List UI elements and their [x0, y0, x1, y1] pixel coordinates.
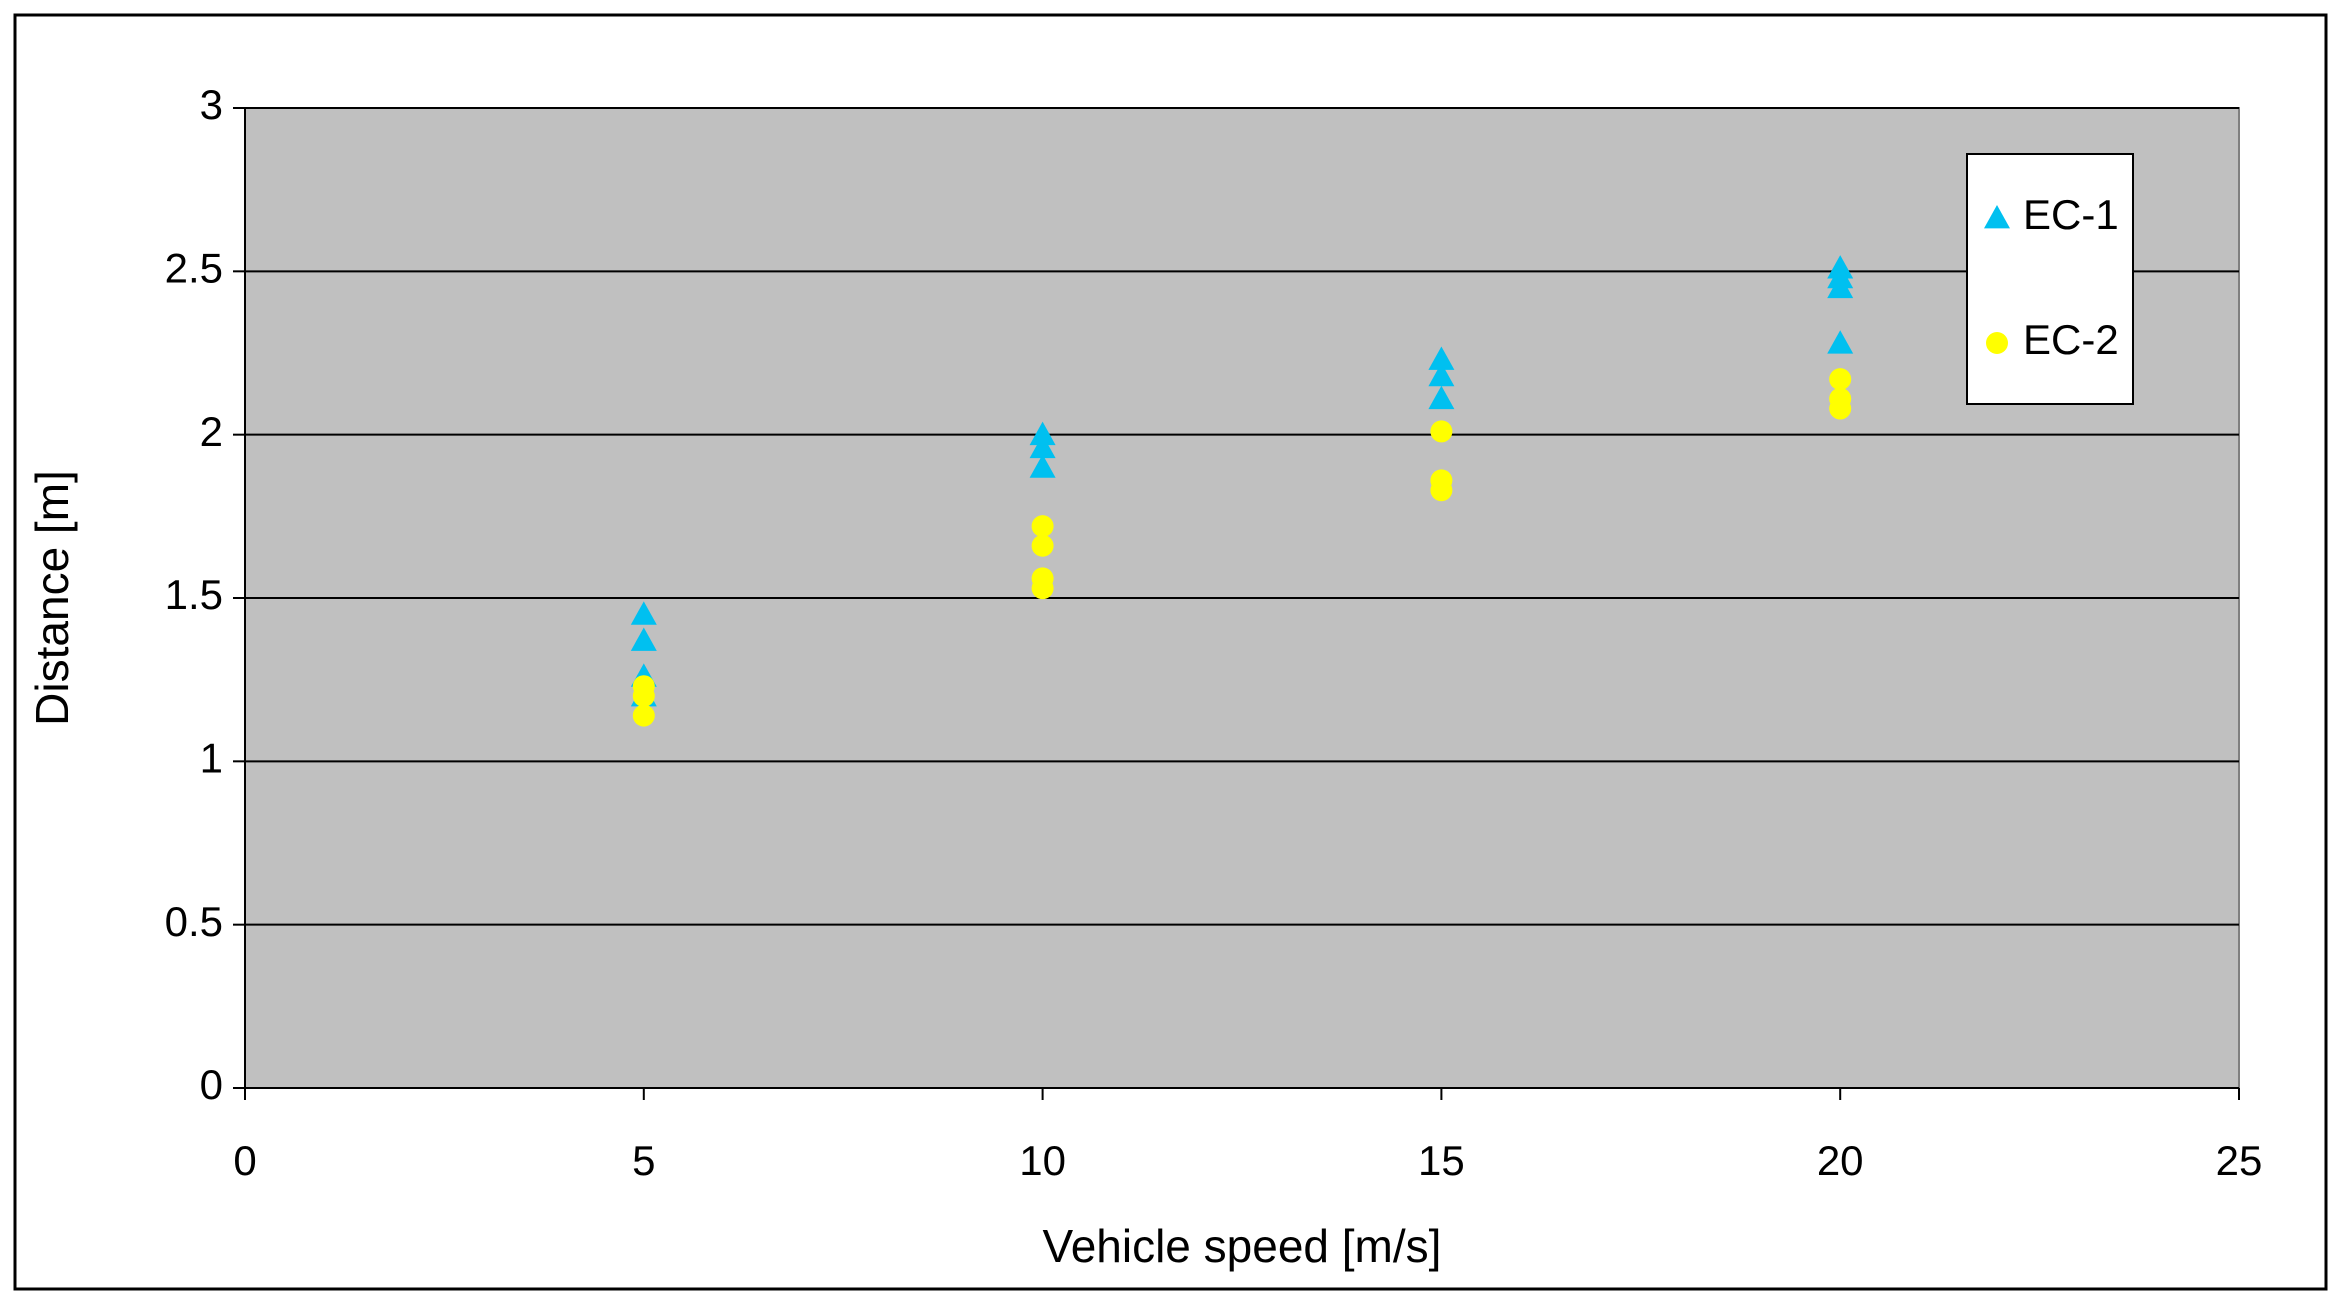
legend-marker: [1984, 205, 2010, 229]
x-axis-title: Vehicle speed [m/s]: [1043, 1220, 1442, 1272]
legend-label: EC-2: [2023, 316, 2119, 363]
legend-marker: [1986, 332, 2008, 354]
point-circle: [632, 685, 655, 707]
point-circle: [1430, 479, 1453, 502]
y-tick-label: 2: [200, 408, 223, 455]
x-tick-label: 10: [1019, 1137, 1066, 1184]
x-tick-label: 0: [233, 1137, 256, 1184]
point-triangle: [1029, 434, 1056, 459]
y-tick-label: 3: [200, 81, 223, 128]
point-triangle: [1029, 454, 1056, 478]
x-tick-label: 5: [632, 1137, 655, 1184]
legend-label: EC-1: [2023, 191, 2119, 238]
point-triangle: [630, 627, 657, 651]
point-triangle: [1827, 330, 1854, 354]
point-triangle: [1428, 362, 1455, 387]
y-tick-label: 0.5: [165, 898, 223, 945]
point-triangle: [1827, 274, 1854, 299]
y-tick-label: 0: [200, 1061, 223, 1108]
point-circle: [1829, 397, 1852, 420]
point-circle: [632, 704, 655, 727]
point-triangle: [1428, 346, 1455, 370]
y-tick-label: 2.5: [165, 244, 223, 291]
point-circle: [1031, 577, 1054, 600]
y-axis-title: Distance [m]: [26, 470, 78, 726]
point-triangle: [1029, 421, 1056, 446]
point-circle: [1031, 515, 1054, 538]
x-tick-label: 20: [1817, 1137, 1864, 1184]
legend-box: [1966, 153, 2134, 405]
point-triangle: [630, 601, 657, 625]
y-tick-label: 1.5: [165, 571, 223, 618]
x-tick-label: 25: [2216, 1137, 2263, 1184]
y-tick-label: 1: [200, 734, 223, 781]
x-tick-label: 15: [1418, 1137, 1465, 1184]
point-triangle: [1428, 385, 1455, 410]
point-circle: [1829, 368, 1852, 391]
point-circle: [1031, 534, 1054, 557]
point-circle: [1430, 420, 1453, 443]
